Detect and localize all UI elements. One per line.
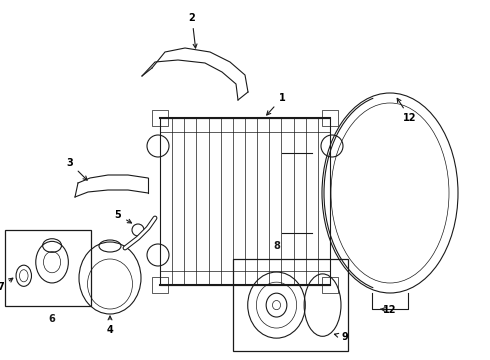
Text: 9: 9 [335, 332, 348, 342]
Text: 1: 1 [267, 93, 285, 115]
Bar [152, 277, 168, 293]
Bar [5, 230, 91, 306]
Bar [322, 277, 338, 293]
Text: 7: 7 [0, 278, 13, 292]
Text: 5: 5 [115, 210, 131, 223]
Text: 12: 12 [397, 98, 417, 123]
Text: 12: 12 [380, 305, 397, 315]
Text: 4: 4 [107, 316, 113, 335]
Text: 6: 6 [49, 314, 55, 324]
Bar [233, 259, 348, 351]
Text: 2: 2 [189, 13, 197, 48]
Bar [322, 110, 338, 126]
Bar [152, 110, 168, 126]
Text: 8: 8 [273, 241, 280, 251]
Bar [160, 118, 330, 285]
Text: 3: 3 [67, 158, 87, 180]
